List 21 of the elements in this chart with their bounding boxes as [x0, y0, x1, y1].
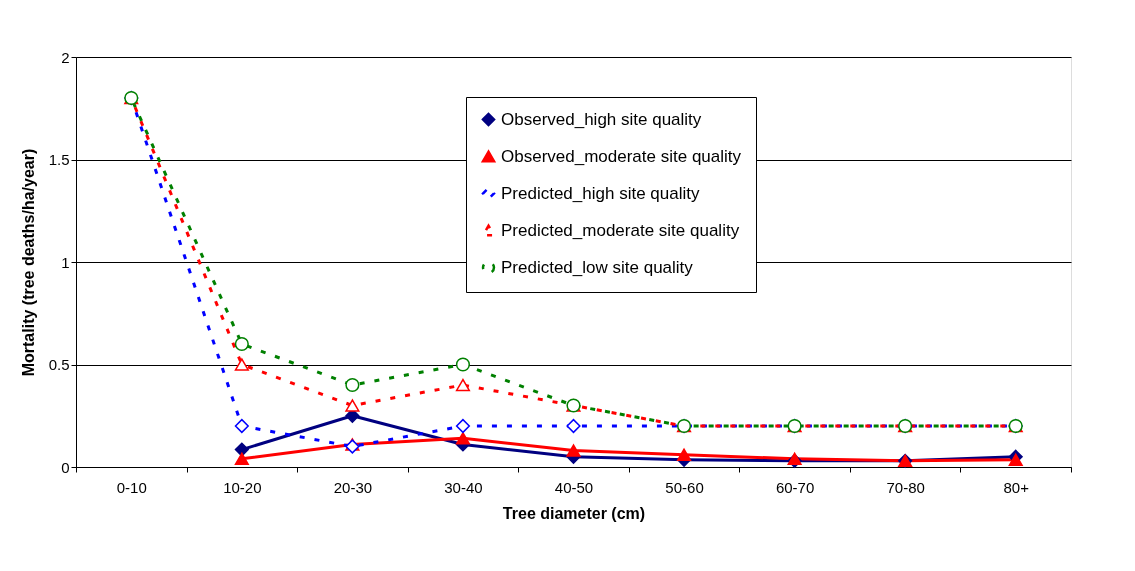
x-tick-label: 30-40 — [444, 478, 483, 496]
legend-label: Predicted_high site quality — [501, 183, 700, 203]
y-tick-label: 1.5 — [48, 151, 70, 168]
legend-label: Predicted_moderate site quality — [501, 220, 740, 240]
y-axis-title: Mortality (tree deaths/ha/year) — [19, 148, 37, 377]
x-tick-label: 70-80 — [886, 478, 925, 496]
legend-label: Predicted_low site quality — [501, 257, 694, 277]
y-tick-label: 0 — [61, 458, 70, 476]
y-tick-label: 1 — [61, 253, 70, 271]
x-tick-label: 20-30 — [333, 478, 373, 496]
y-tick-label: 0.5 — [48, 356, 70, 373]
x-tick-label: 80+ — [1003, 478, 1030, 496]
legend-label: Observed_high site quality — [501, 109, 702, 129]
legend-label: Observed_moderate site quality — [501, 146, 742, 166]
x-tick-label: 60-70 — [775, 478, 815, 496]
x-tick-label: 40-50 — [554, 478, 594, 496]
x-tick-label: 10-20 — [223, 478, 262, 496]
y-tick-label: 2 — [61, 48, 70, 66]
x-tick-label: 50-60 — [665, 478, 704, 496]
x-tick-label: 0-10 — [116, 478, 147, 496]
x-axis-title: Tree diameter (cm) — [502, 504, 646, 522]
